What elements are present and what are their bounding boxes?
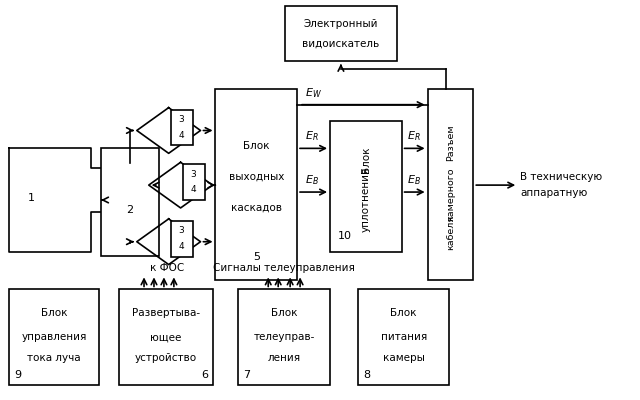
Text: 3: 3 — [179, 115, 184, 124]
Text: В техническую: В техническую — [520, 172, 602, 182]
Text: камеры: камеры — [383, 353, 424, 363]
Text: 4: 4 — [191, 186, 196, 194]
Text: 8: 8 — [363, 370, 370, 380]
Text: питания: питания — [381, 332, 427, 342]
Text: кабеля: кабеля — [446, 215, 455, 250]
Text: Сигналы телеуправления: Сигналы телеуправления — [213, 262, 355, 272]
Text: $E_B$: $E_B$ — [305, 173, 319, 187]
Text: 4: 4 — [179, 242, 184, 251]
Text: Разъем: Разъем — [446, 124, 455, 161]
Text: 3: 3 — [191, 170, 196, 179]
Text: 10: 10 — [338, 231, 352, 241]
Bar — [171, 110, 193, 145]
Bar — [182, 164, 205, 200]
Bar — [119, 289, 214, 385]
Text: 5: 5 — [253, 252, 260, 262]
Text: к ФОС: к ФОС — [150, 262, 184, 272]
Bar — [171, 221, 193, 257]
Text: камерного: камерного — [446, 168, 455, 221]
Text: 1: 1 — [28, 193, 35, 203]
Text: аппаратную: аппаратную — [520, 188, 588, 198]
Text: 2: 2 — [126, 205, 133, 215]
Bar — [358, 289, 449, 385]
Text: 4: 4 — [179, 131, 184, 140]
Text: $E_W$: $E_W$ — [305, 86, 322, 100]
Text: Развертыва-: Развертыва- — [132, 308, 200, 318]
Text: выходных: выходных — [228, 172, 284, 182]
Text: ления: ления — [268, 353, 301, 363]
Text: $E_R$: $E_R$ — [406, 130, 420, 143]
Text: Блок: Блок — [41, 308, 67, 318]
Text: ющее: ющее — [150, 332, 182, 342]
Bar — [238, 289, 330, 385]
Text: 7: 7 — [243, 370, 250, 380]
Text: тока луча: тока луча — [28, 353, 81, 363]
Text: управления: управления — [22, 332, 87, 342]
Bar — [285, 6, 397, 61]
Bar — [101, 148, 159, 256]
Text: 6: 6 — [202, 370, 209, 380]
Bar — [330, 120, 402, 252]
Text: телеуправ-: телеуправ- — [253, 332, 315, 342]
Text: Электронный: Электронный — [303, 19, 378, 29]
Bar — [428, 89, 474, 280]
Text: каскадов: каскадов — [231, 203, 282, 213]
Text: Блок: Блок — [361, 147, 371, 173]
Text: Блок: Блок — [271, 308, 298, 318]
Text: видоискатель: видоискатель — [302, 38, 380, 48]
Bar — [216, 89, 297, 280]
Text: Блок: Блок — [243, 141, 269, 151]
Text: уплотнения: уплотнения — [361, 166, 371, 232]
Text: 3: 3 — [179, 226, 184, 235]
Text: Блок: Блок — [390, 308, 417, 318]
Text: $E_B$: $E_B$ — [406, 173, 420, 187]
Text: устройство: устройство — [135, 353, 197, 363]
Bar — [10, 289, 99, 385]
Text: $E_R$: $E_R$ — [305, 130, 319, 143]
Text: 9: 9 — [14, 370, 22, 380]
